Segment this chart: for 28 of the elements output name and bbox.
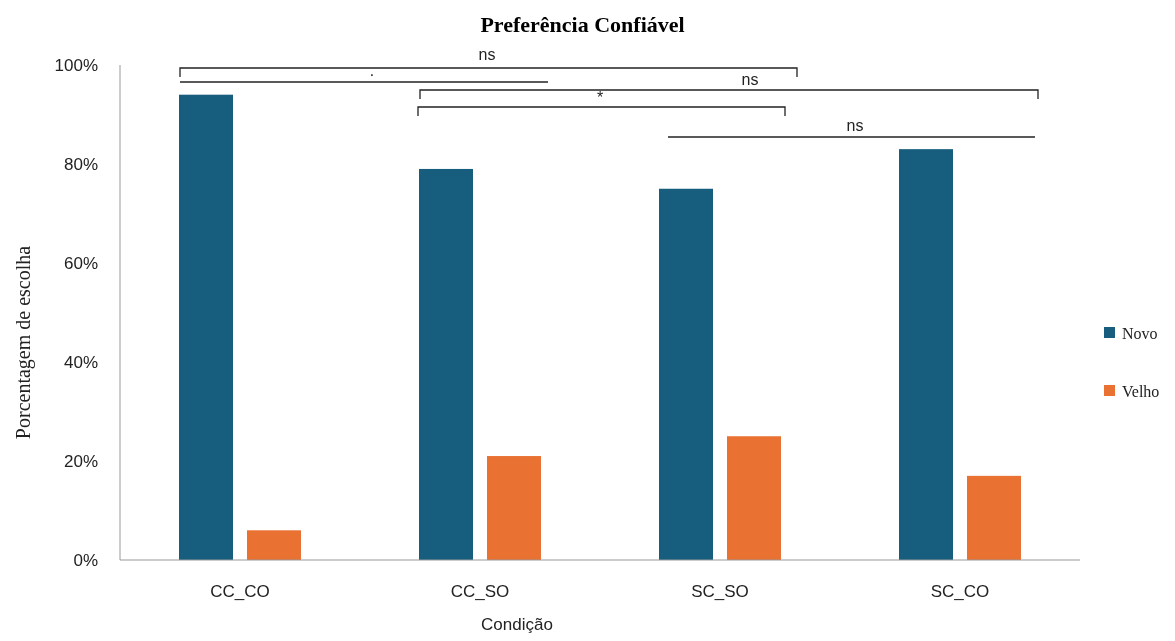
annotation: ns xyxy=(846,117,864,134)
chart-title: Preferência Confiável xyxy=(480,12,685,37)
legend-label: Velho xyxy=(1122,382,1160,400)
y-axis-title: Porcentagem de escolha xyxy=(12,245,35,440)
y-tick-label: 20% xyxy=(63,451,98,471)
y-tick-label: 80% xyxy=(63,154,98,174)
bar xyxy=(659,188,713,560)
x-tick-label: CC_CO xyxy=(210,582,270,601)
text: ns xyxy=(478,46,496,63)
annotation: · xyxy=(369,66,375,83)
bar xyxy=(727,436,781,560)
y-tick-label: 60% xyxy=(63,253,98,273)
bar xyxy=(179,94,233,560)
x-tick-label: SC_CO xyxy=(930,582,990,601)
annotation: * xyxy=(596,89,604,106)
bar xyxy=(419,168,473,560)
bar xyxy=(967,475,1021,560)
x-axis-title: Condição xyxy=(481,615,553,634)
y-tick-label: 100% xyxy=(54,55,98,75)
y-tick-label: 0% xyxy=(73,550,98,570)
legend-label: Novo xyxy=(1122,324,1158,342)
x-tick-label: SC_SO xyxy=(691,582,749,601)
annotation: ns xyxy=(741,71,759,88)
y-tick-label: 40% xyxy=(63,352,98,372)
bar xyxy=(487,456,541,560)
bar xyxy=(247,530,301,560)
x-tick-label: CC_SO xyxy=(450,582,510,601)
bar xyxy=(899,149,953,560)
